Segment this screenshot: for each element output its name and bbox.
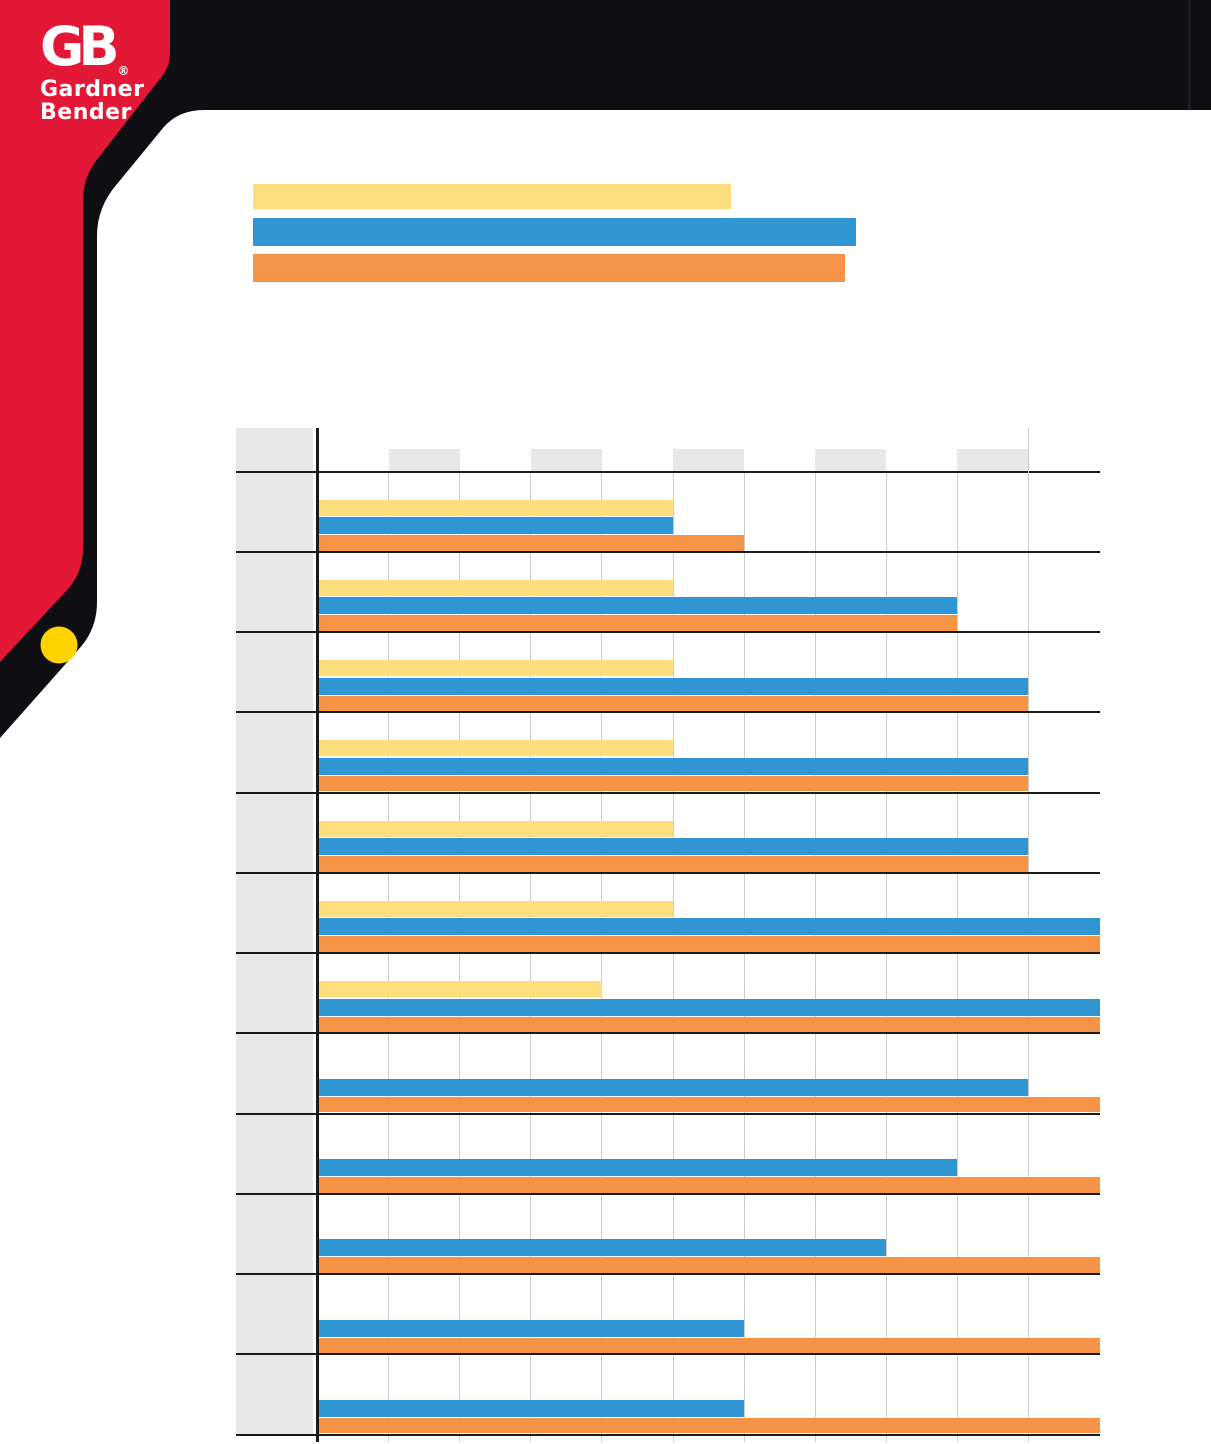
bar-orange (317, 856, 1029, 872)
bar-orange (317, 535, 744, 551)
axis-tick-placeholder (957, 448, 1029, 471)
bar-blue (317, 1078, 1029, 1096)
bar-yellow (317, 660, 673, 676)
bar-blue (317, 998, 1100, 1016)
bar-orange (317, 615, 958, 631)
axis-header-row (236, 428, 1100, 473)
gridline (530, 473, 532, 1442)
bar-blue (317, 1399, 744, 1417)
gridline (459, 473, 461, 1442)
brand-name-line1: Gardner (40, 77, 145, 102)
bar-orange (317, 1417, 1100, 1434)
bar-blue (317, 597, 958, 615)
gridline-layer (236, 473, 1100, 1442)
brand-name-line2: Bender (40, 100, 132, 125)
table-row (236, 552, 1100, 633)
gridline (956, 473, 958, 1442)
row-label-placeholder (236, 1355, 313, 1434)
gridline (814, 473, 816, 1442)
bar-orange (317, 695, 1029, 711)
row-label-placeholder (236, 954, 313, 1033)
table-row (236, 1034, 1100, 1115)
row-label-placeholder (236, 873, 313, 952)
accent-dot (40, 626, 78, 664)
y-axis-line (316, 428, 319, 1442)
gb-logo: GB ® Gardner Bender (40, 20, 145, 125)
axis-tick-placeholder (530, 448, 602, 471)
bar-yellow (317, 499, 673, 516)
bar-blue (317, 757, 1029, 775)
bar-blue (317, 1239, 887, 1257)
table-row (236, 1114, 1100, 1195)
table-row (236, 713, 1100, 794)
bar-blue (317, 918, 1100, 936)
gridline (743, 473, 745, 1442)
gridline (388, 473, 390, 1442)
bar-orange (317, 1016, 1100, 1032)
bar-orange (317, 1096, 1100, 1113)
legend-bar-blue (253, 218, 856, 246)
table-row (236, 1275, 1100, 1356)
bar-orange (317, 775, 1029, 792)
table-row (236, 954, 1100, 1035)
bar-orange (317, 1337, 1100, 1353)
gb-logo-letters: GB (40, 15, 120, 78)
row-label-placeholder (236, 1034, 313, 1113)
gridline-header (1027, 428, 1029, 473)
row-label-placeholder (236, 1114, 313, 1193)
axis-tick-placeholder (388, 448, 460, 471)
bar-chart (236, 428, 1100, 1442)
table-row (236, 873, 1100, 954)
bar-yellow (317, 740, 673, 757)
gridline (601, 473, 603, 1442)
bar-orange (317, 936, 1100, 952)
bar-blue (317, 517, 673, 534)
axis-tick-placeholder (815, 448, 887, 471)
row-label-placeholder (236, 633, 313, 712)
table-row (236, 1194, 1100, 1275)
row-label-placeholder (236, 552, 313, 631)
legend-bar-yellow (253, 184, 731, 209)
bar-yellow (317, 820, 673, 837)
chart-rows (236, 472, 1100, 1436)
row-label-placeholder (236, 713, 313, 792)
bar-orange (317, 1257, 1100, 1273)
table-row (236, 793, 1100, 874)
axis-tick-placeholder (673, 448, 745, 471)
bar-yellow (317, 579, 673, 596)
row-label-placeholder (236, 793, 313, 872)
bar-blue (317, 1319, 744, 1337)
bar-blue (317, 838, 1029, 855)
bar-blue (317, 677, 1029, 695)
row-label-placeholder (236, 1275, 313, 1354)
row-label-placeholder (236, 472, 313, 551)
table-row (236, 472, 1100, 553)
registered-mark: ® (117, 64, 130, 78)
gb-logo-mark: GB ® (40, 20, 144, 78)
bar-blue (317, 1159, 958, 1176)
gridline (1027, 473, 1029, 1442)
legend-bar-orange (253, 254, 845, 282)
header-label-placeholder (236, 428, 313, 471)
table-row (236, 1355, 1100, 1436)
gridline (672, 473, 674, 1442)
table-row (236, 633, 1100, 714)
bar-yellow (317, 981, 602, 997)
bar-orange (317, 1177, 1100, 1193)
bar-yellow (317, 900, 673, 917)
gridline (885, 473, 887, 1442)
row-label-placeholder (236, 1194, 313, 1273)
